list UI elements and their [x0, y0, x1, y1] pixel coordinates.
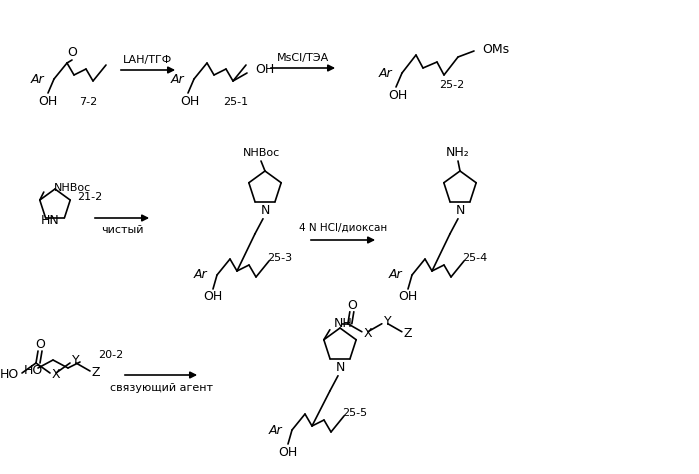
- Text: NHBoc: NHBoc: [54, 183, 91, 193]
- Text: 25-4: 25-4: [462, 253, 488, 263]
- Text: OH: OH: [389, 89, 408, 101]
- Text: 4 N HCl/диоксан: 4 N HCl/диоксан: [299, 223, 387, 233]
- Text: Ar: Ar: [171, 73, 184, 85]
- Text: X: X: [364, 327, 373, 340]
- Text: Ar: Ar: [30, 73, 44, 85]
- Text: 25-2: 25-2: [440, 80, 465, 90]
- Text: HN: HN: [41, 214, 59, 228]
- Text: O: O: [35, 338, 45, 352]
- Text: OH: OH: [398, 291, 417, 303]
- Text: 7-2: 7-2: [79, 97, 97, 107]
- Text: NH: NH: [334, 317, 352, 330]
- Text: 25-1: 25-1: [224, 97, 249, 107]
- Text: Ar: Ar: [378, 66, 392, 80]
- Text: 25-3: 25-3: [268, 253, 293, 263]
- Text: N: N: [336, 361, 345, 374]
- Text: MsCl/ТЭА: MsCl/ТЭА: [277, 53, 329, 63]
- Text: Z: Z: [404, 327, 412, 340]
- Text: X: X: [52, 368, 61, 382]
- Text: 20-2: 20-2: [98, 350, 123, 360]
- Text: связующий агент: связующий агент: [110, 383, 212, 393]
- Text: Z: Z: [92, 366, 101, 380]
- Text: OMs: OMs: [482, 43, 509, 55]
- Text: LAH/ТГФ: LAH/ТГФ: [124, 55, 173, 65]
- Text: OH: OH: [203, 291, 222, 303]
- Text: Ar: Ar: [389, 268, 402, 282]
- Text: N: N: [455, 204, 465, 217]
- Text: NH₂: NH₂: [446, 146, 470, 159]
- Text: HO: HO: [0, 368, 19, 382]
- Text: OH: OH: [38, 94, 57, 108]
- Text: Y: Y: [72, 355, 80, 367]
- Text: O: O: [67, 46, 77, 58]
- Text: Ar: Ar: [268, 423, 282, 437]
- Text: OH: OH: [278, 446, 298, 458]
- Text: O: O: [347, 299, 356, 312]
- Text: NHBoc: NHBoc: [243, 148, 280, 158]
- Text: Y: Y: [384, 315, 391, 328]
- Text: OH: OH: [180, 94, 200, 108]
- Text: 25-5: 25-5: [343, 408, 368, 418]
- Text: 21-2: 21-2: [77, 192, 102, 202]
- Text: Ar: Ar: [194, 268, 207, 282]
- Text: HO: HO: [24, 364, 43, 376]
- Text: OH: OH: [255, 63, 274, 75]
- Text: чистый: чистый: [101, 225, 143, 235]
- Text: N: N: [260, 204, 270, 217]
